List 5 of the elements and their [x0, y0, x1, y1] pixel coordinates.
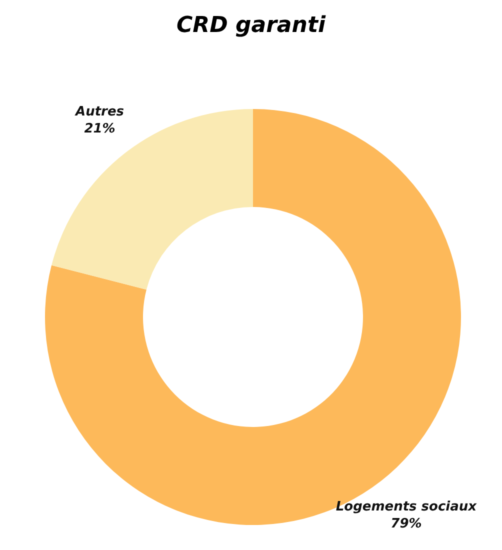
data-label: 79%	[390, 516, 422, 532]
chart-title: CRD garanti	[175, 12, 327, 40]
slice-label: Logements sociaux	[336, 500, 478, 515]
data-label: 21%	[84, 121, 116, 136]
slice-label: Autres	[74, 104, 124, 120]
